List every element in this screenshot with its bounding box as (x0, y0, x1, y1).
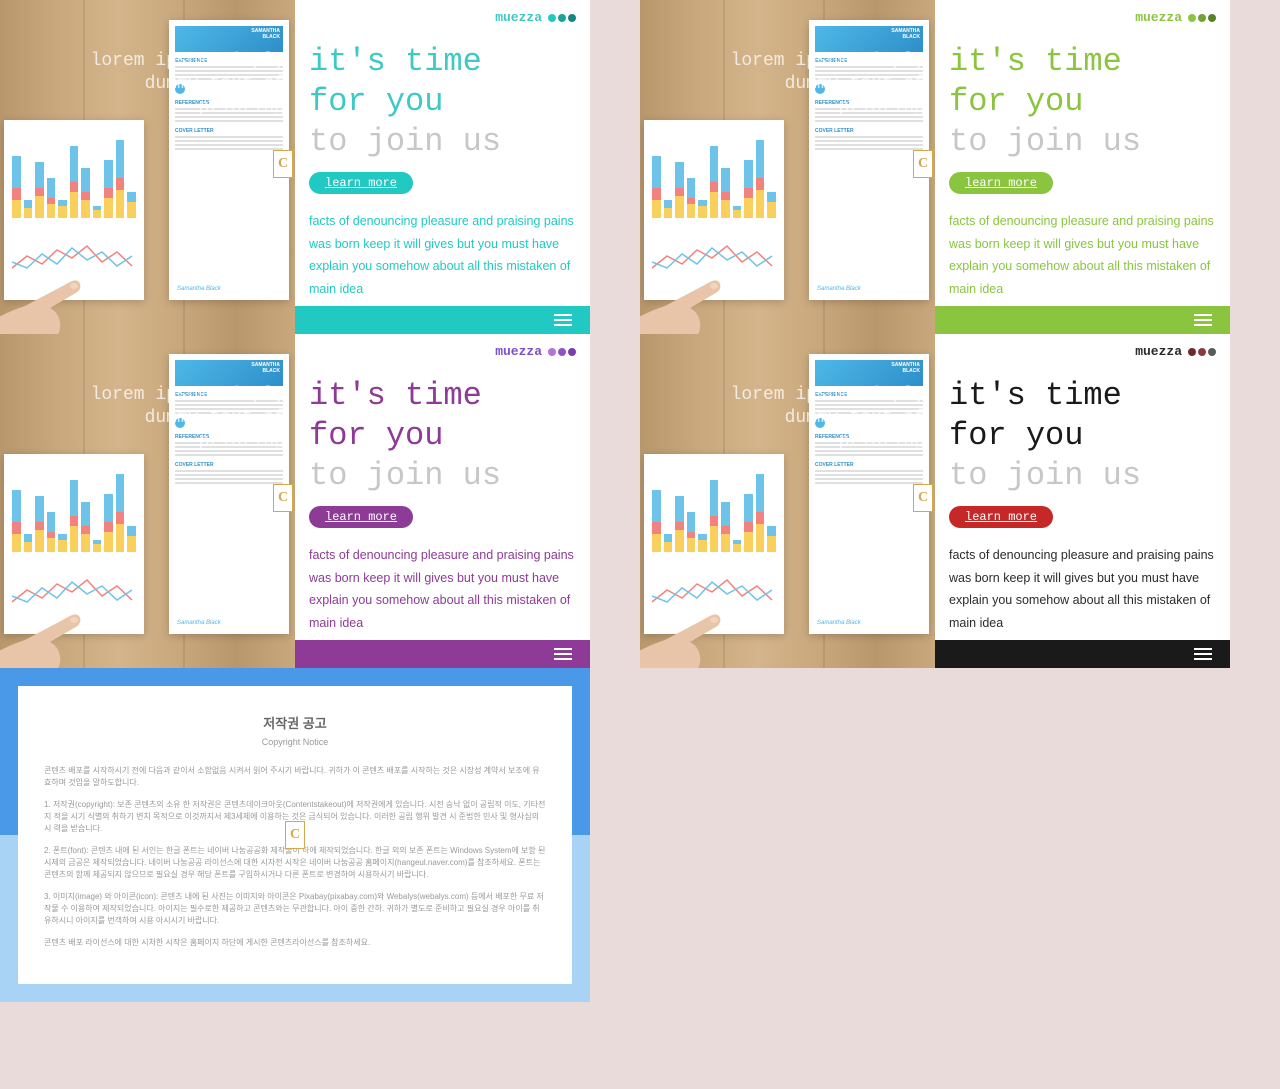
theme-variant-card: SAMANTHA BLACKEXPERIENCEREFERENCESCOVER … (640, 334, 1230, 668)
card-image-panel: SAMANTHA BLACKEXPERIENCEREFERENCESCOVER … (640, 334, 935, 668)
footer-bar (935, 640, 1230, 668)
overlay-text: lorem ipsum simply dummy text of printin… (730, 384, 925, 454)
body-text: facts of denouncing pleasure and praisin… (309, 210, 576, 300)
brand-name: muezza (1135, 10, 1182, 25)
watermark-badge: C (273, 150, 293, 178)
footer-bar (935, 306, 1230, 334)
footer-bar (295, 306, 590, 334)
brand-dots-icon (548, 348, 576, 356)
footer-bar (295, 640, 590, 668)
theme-variant-card: SAMANTHA BLACKEXPERIENCEREFERENCESCOVER … (0, 0, 590, 334)
copyright-title: 저작권 공고 (44, 714, 546, 734)
brand: muezza (495, 344, 576, 359)
headline: it's timefor youto join us (309, 376, 576, 496)
card-image-panel: SAMANTHA BLACKEXPERIENCEREFERENCESCOVER … (0, 334, 295, 668)
watermark-badge: C (913, 150, 933, 178)
body-text: facts of denouncing pleasure and praisin… (949, 544, 1216, 634)
bar-chart (12, 472, 136, 552)
hand-pointing (640, 244, 740, 334)
overlay-text: lorem ipsum simply dummy text of printin… (730, 50, 925, 120)
brand: muezza (1135, 344, 1216, 359)
copyright-paragraph: 콘텐츠 배포를 시작하시기 전에 다음과 같이서 소함없음 시켜서 읽어 주시기… (44, 765, 546, 789)
resume-signature: Samantha Black (177, 286, 221, 292)
empty-cell (640, 668, 1230, 1002)
menu-icon[interactable] (554, 314, 572, 326)
copyright-paragraph: 3. 이미지(image) 와 아이콘(icon): 콘텐츠 내에 된 사진는 … (44, 891, 546, 927)
brand: muezza (1135, 10, 1216, 25)
resume-name: SAMANTHA BLACK (251, 363, 280, 374)
menu-icon[interactable] (1194, 648, 1212, 660)
copyright-paragraph: 콘텐츠 배포 라이선스에 대한 시처한 시작은 홈페이지 하단에 게시한 콘텐츠… (44, 937, 546, 949)
hand-pointing (0, 578, 100, 668)
menu-icon[interactable] (1194, 314, 1212, 326)
resume-signature: Samantha Black (817, 620, 861, 626)
variant-grid: SAMANTHA BLACKEXPERIENCEREFERENCESCOVER … (0, 0, 1280, 1002)
watermark-badge: C (273, 484, 293, 512)
hand-pointing (0, 244, 100, 334)
card-content-panel: muezza it's timefor youto join us learn mo… (295, 334, 590, 668)
brand-dots-icon (548, 14, 576, 22)
overlay-text: lorem ipsum simply dummy text of printin… (90, 50, 285, 120)
learn-more-button[interactable]: learn more (309, 172, 413, 194)
copyright-card: 저작권 공고 Copyright Notice 콘텐츠 배포를 시작하시기 전에 다… (0, 668, 590, 1002)
brand: muezza (495, 10, 576, 25)
bar-chart (652, 138, 776, 218)
brand-name: muezza (495, 344, 542, 359)
brand-dots-icon (1188, 14, 1216, 22)
brand-name: muezza (1135, 344, 1182, 359)
copyright-subtitle: Copyright Notice (44, 736, 546, 750)
resume-name: SAMANTHA BLACK (251, 29, 280, 40)
copyright-paragraph: 2. 폰트(font): 콘텐츠 내에 된 서인는 한글 폰트는 네이버 나눔공… (44, 845, 546, 881)
theme-variant-card: SAMANTHA BLACKEXPERIENCEREFERENCESCOVER … (640, 0, 1230, 334)
learn-more-button[interactable]: learn more (949, 506, 1053, 528)
card-content-panel: muezza it's timefor youto join us learn mo… (935, 334, 1230, 668)
resume-signature: Samantha Black (817, 286, 861, 292)
body-text: facts of denouncing pleasure and praisin… (949, 210, 1216, 300)
watermark-badge: C (913, 484, 933, 512)
headline: it's timefor youto join us (949, 376, 1216, 496)
brand-dots-icon (1188, 348, 1216, 356)
headline: it's timefor youto join us (949, 42, 1216, 162)
watermark-badge: C (285, 821, 305, 849)
body-text: facts of denouncing pleasure and praisin… (309, 544, 576, 634)
menu-icon[interactable] (554, 648, 572, 660)
learn-more-button[interactable]: learn more (309, 506, 413, 528)
card-content-panel: muezza it's timefor youto join us learn mo… (295, 0, 590, 334)
learn-more-button[interactable]: learn more (949, 172, 1053, 194)
bar-chart (12, 138, 136, 218)
resume-name: SAMANTHA BLACK (891, 363, 920, 374)
overlay-text: lorem ipsum simply dummy text of printin… (90, 384, 285, 454)
theme-variant-card: SAMANTHA BLACKEXPERIENCEREFERENCESCOVER … (0, 334, 590, 668)
card-content-panel: muezza it's timefor youto join us learn mo… (935, 0, 1230, 334)
resume-name: SAMANTHA BLACK (891, 29, 920, 40)
bar-chart (652, 472, 776, 552)
resume-signature: Samantha Black (177, 620, 221, 626)
card-image-panel: SAMANTHA BLACKEXPERIENCEREFERENCESCOVER … (0, 0, 295, 334)
brand-name: muezza (495, 10, 542, 25)
card-image-panel: SAMANTHA BLACKEXPERIENCEREFERENCESCOVER … (640, 0, 935, 334)
hand-pointing (640, 578, 740, 668)
headline: it's timefor youto join us (309, 42, 576, 162)
